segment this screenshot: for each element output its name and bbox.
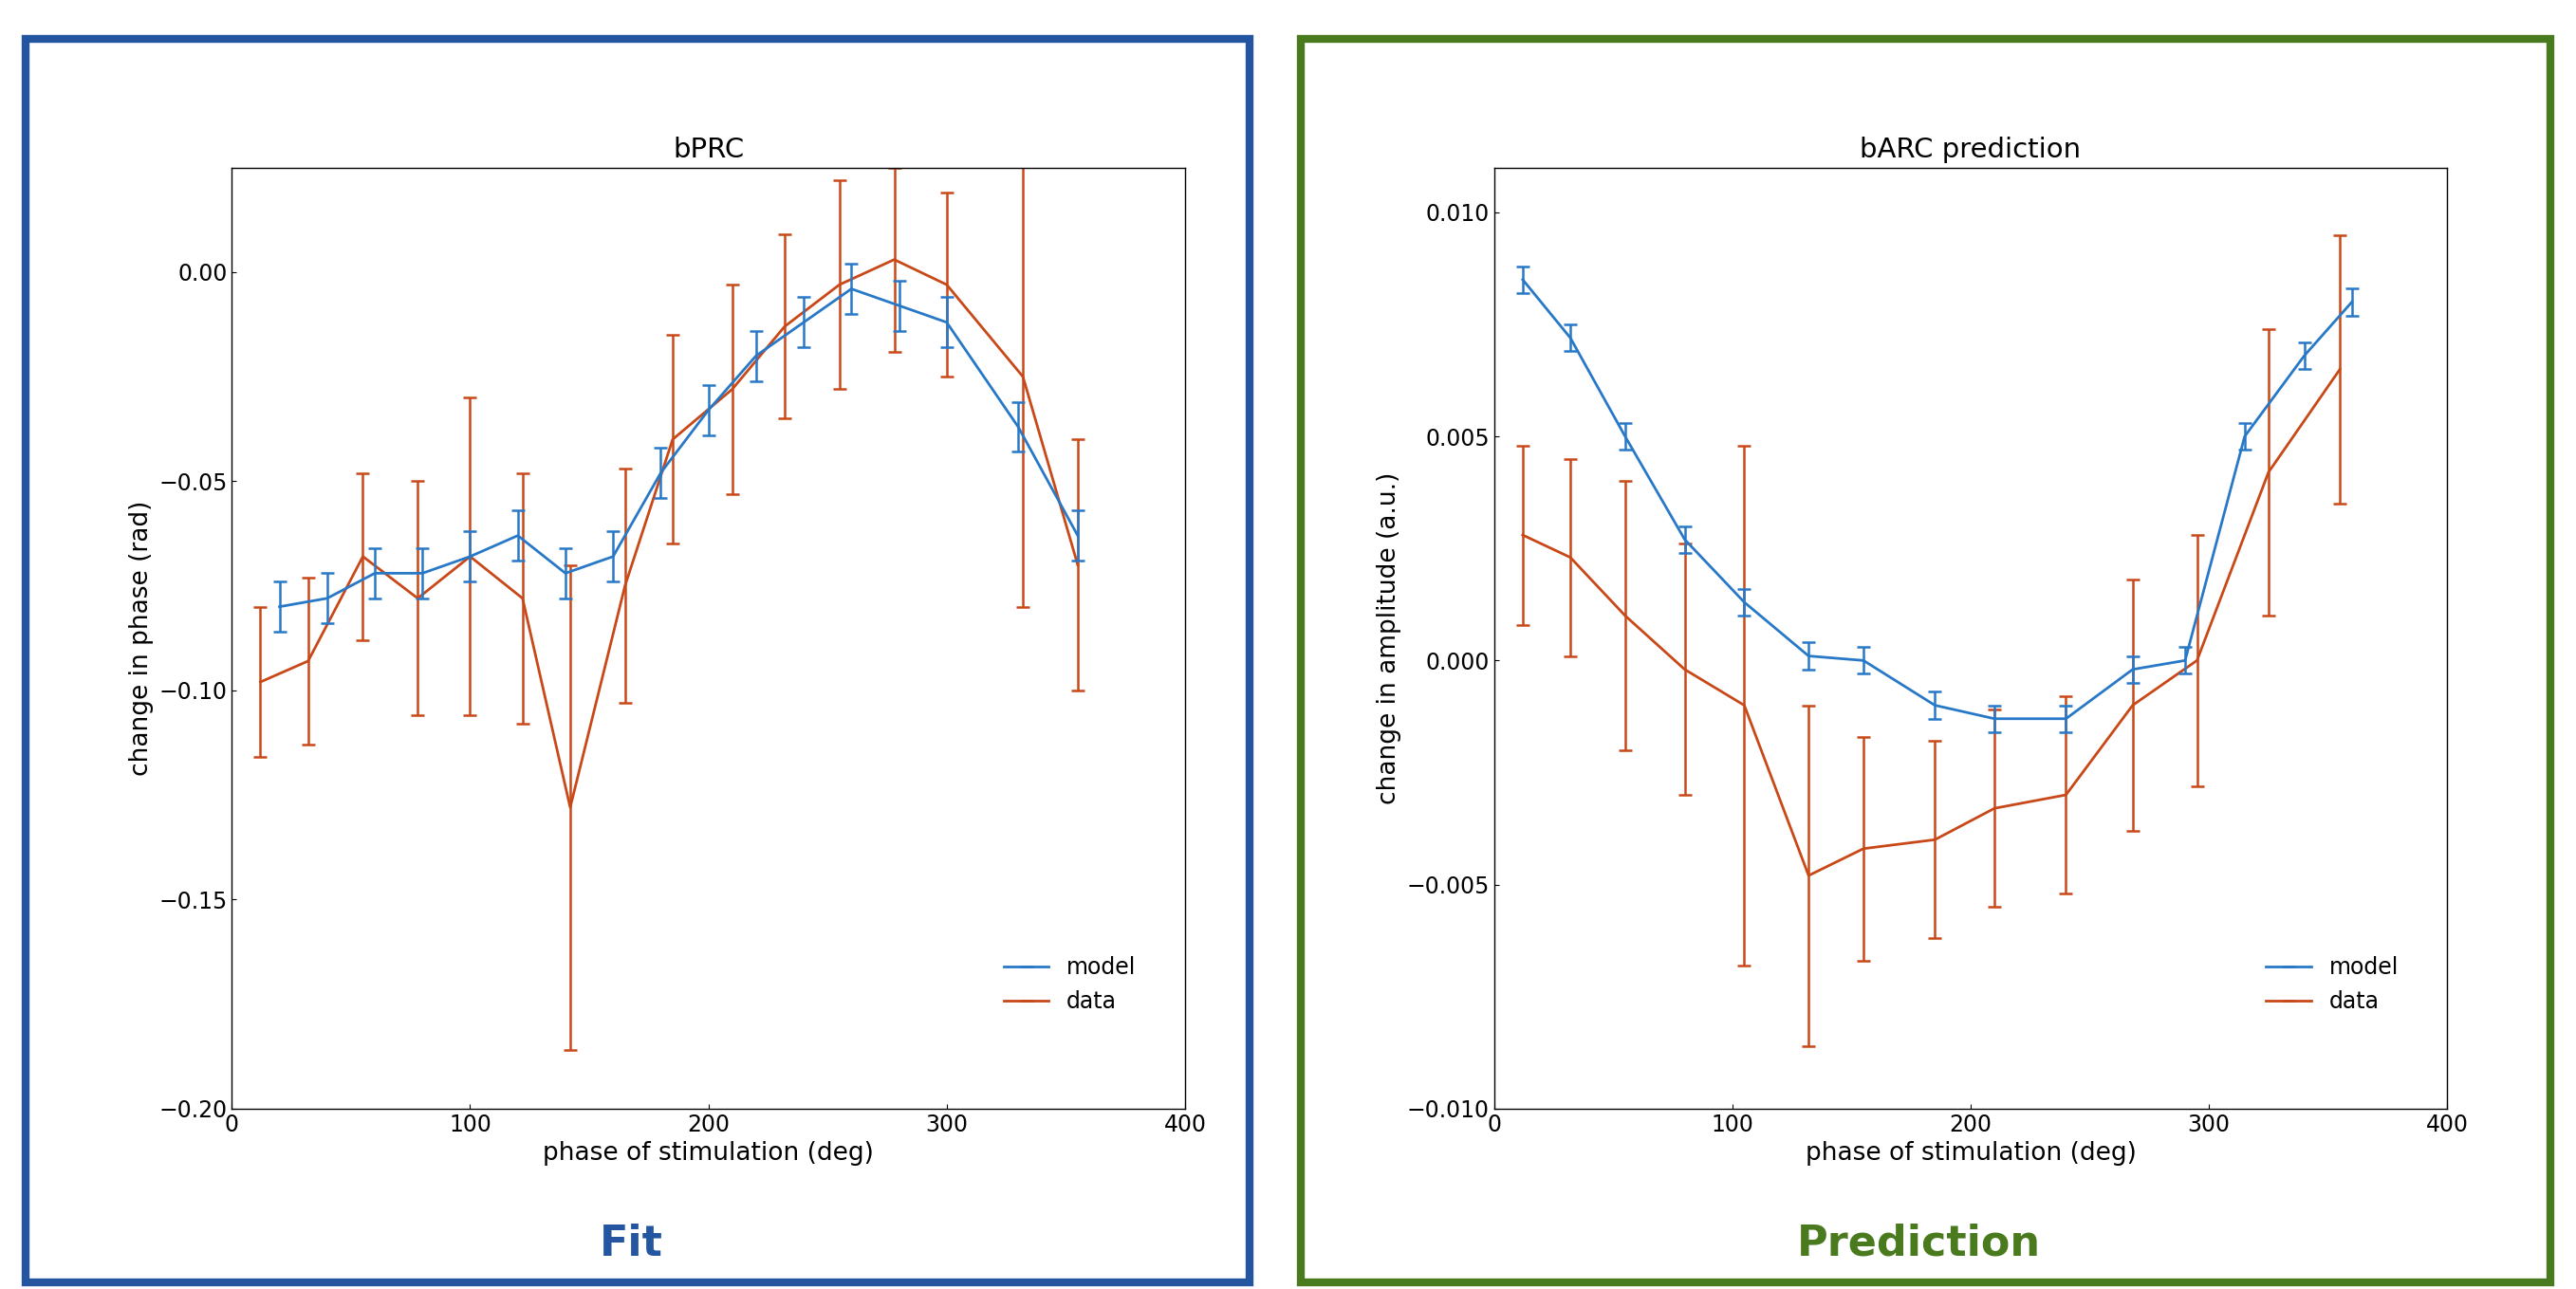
Legend: model, data: model, data <box>994 947 1146 1022</box>
Legend: model, data: model, data <box>2257 947 2409 1022</box>
Title: bPRC: bPRC <box>672 137 744 162</box>
Y-axis label: change in amplitude (a.u.): change in amplitude (a.u.) <box>1376 472 1401 804</box>
X-axis label: phase of stimulation (deg): phase of stimulation (deg) <box>1806 1141 2136 1165</box>
Title: bARC prediction: bARC prediction <box>1860 137 2081 162</box>
Text: Prediction: Prediction <box>1798 1223 2040 1265</box>
Y-axis label: change in phase (rad): change in phase (rad) <box>129 500 155 776</box>
X-axis label: phase of stimulation (deg): phase of stimulation (deg) <box>544 1141 873 1165</box>
Text: Fit: Fit <box>600 1223 662 1265</box>
